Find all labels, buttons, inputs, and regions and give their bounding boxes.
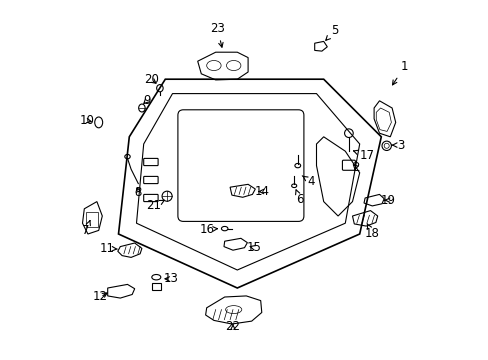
Text: 12: 12 bbox=[93, 291, 108, 303]
Bar bbox=[86, 212, 98, 227]
Text: 23: 23 bbox=[210, 22, 224, 47]
Text: 9: 9 bbox=[142, 94, 150, 107]
Text: 14: 14 bbox=[254, 185, 269, 198]
Text: 18: 18 bbox=[364, 224, 379, 240]
Text: 21: 21 bbox=[146, 199, 164, 212]
Text: 3: 3 bbox=[391, 139, 404, 152]
Text: 17: 17 bbox=[353, 149, 374, 162]
Text: 16: 16 bbox=[199, 223, 217, 236]
Text: 8: 8 bbox=[134, 186, 142, 199]
Text: 19: 19 bbox=[380, 194, 394, 207]
Text: 1: 1 bbox=[392, 60, 407, 85]
Text: 13: 13 bbox=[163, 273, 178, 285]
Text: 2: 2 bbox=[352, 161, 359, 174]
Bar bbox=[151, 283, 161, 290]
Text: 11: 11 bbox=[99, 242, 117, 255]
Text: 22: 22 bbox=[225, 320, 240, 333]
Text: 7: 7 bbox=[82, 221, 90, 237]
Text: 4: 4 bbox=[302, 175, 314, 188]
Text: 10: 10 bbox=[79, 114, 94, 127]
Text: 6: 6 bbox=[295, 190, 303, 206]
Text: 5: 5 bbox=[325, 24, 338, 40]
Text: 15: 15 bbox=[246, 241, 261, 254]
Text: 20: 20 bbox=[144, 73, 159, 86]
